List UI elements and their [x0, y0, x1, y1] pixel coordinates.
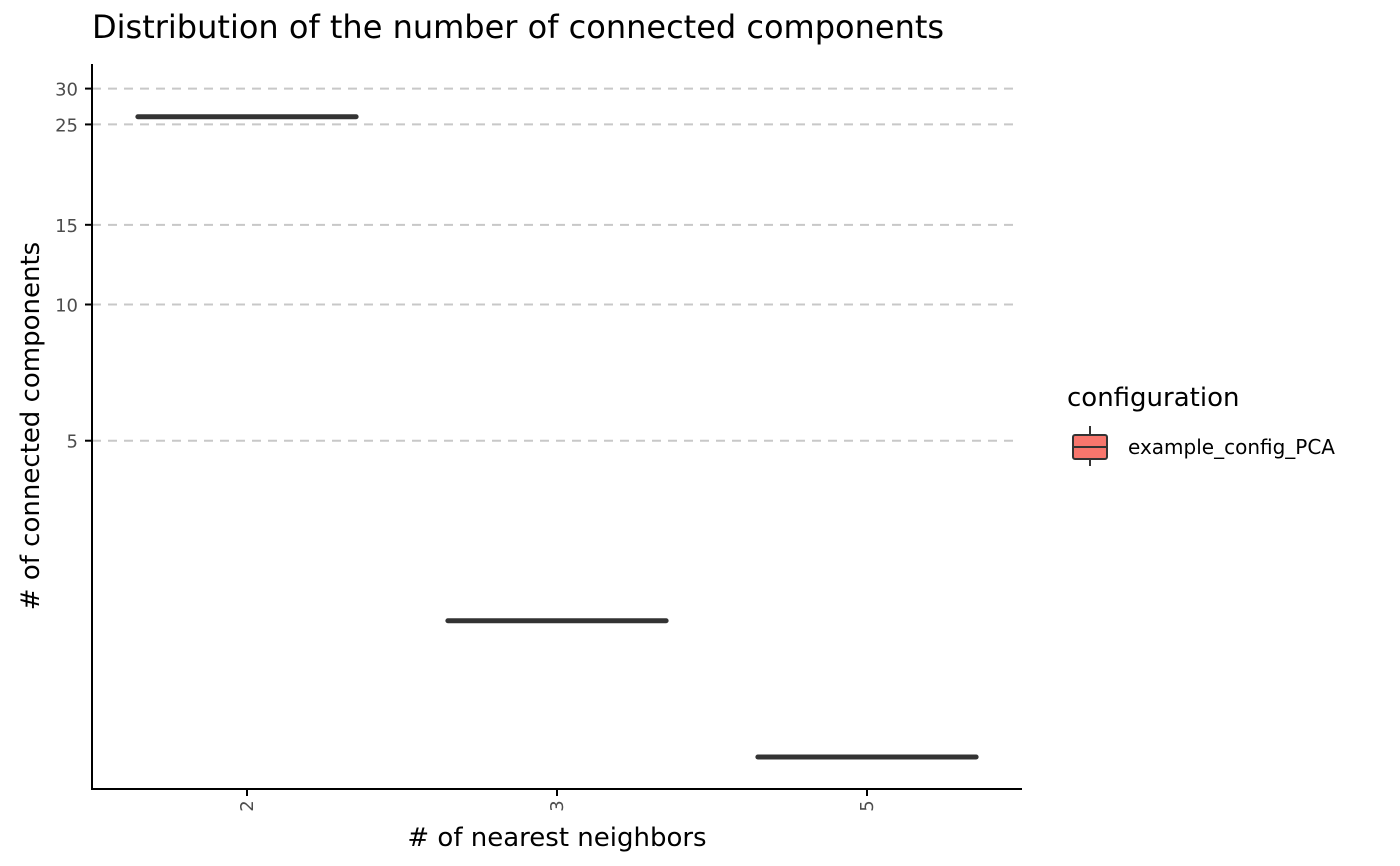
chart-title: Distribution of the number of connected … — [92, 8, 945, 46]
axes — [91, 64, 1022, 790]
x-tick-label: 5 — [857, 800, 878, 811]
x-tick-label: 2 — [237, 800, 258, 811]
x-ticks: 2 3 5 — [237, 789, 878, 812]
y-axis-title: # of connected components — [16, 242, 46, 610]
y-tick-label: 5 — [67, 432, 78, 453]
y-ticks: 5 10 15 25 30 — [55, 80, 92, 453]
x-tick-label: 3 — [547, 800, 568, 811]
legend: configuration example_config_PCA — [1067, 383, 1335, 466]
y-tick-label: 30 — [55, 80, 78, 101]
y-tick-label: 10 — [55, 295, 78, 316]
y-tick-label: 15 — [55, 216, 78, 237]
legend-label: example_config_PCA — [1128, 435, 1335, 459]
y-tick-label: 25 — [55, 115, 78, 136]
box-marks — [135, 114, 979, 760]
legend-title: configuration — [1067, 383, 1239, 413]
x-axis-title: # of nearest neighbors — [407, 823, 706, 853]
grid-lines — [92, 87, 1014, 442]
